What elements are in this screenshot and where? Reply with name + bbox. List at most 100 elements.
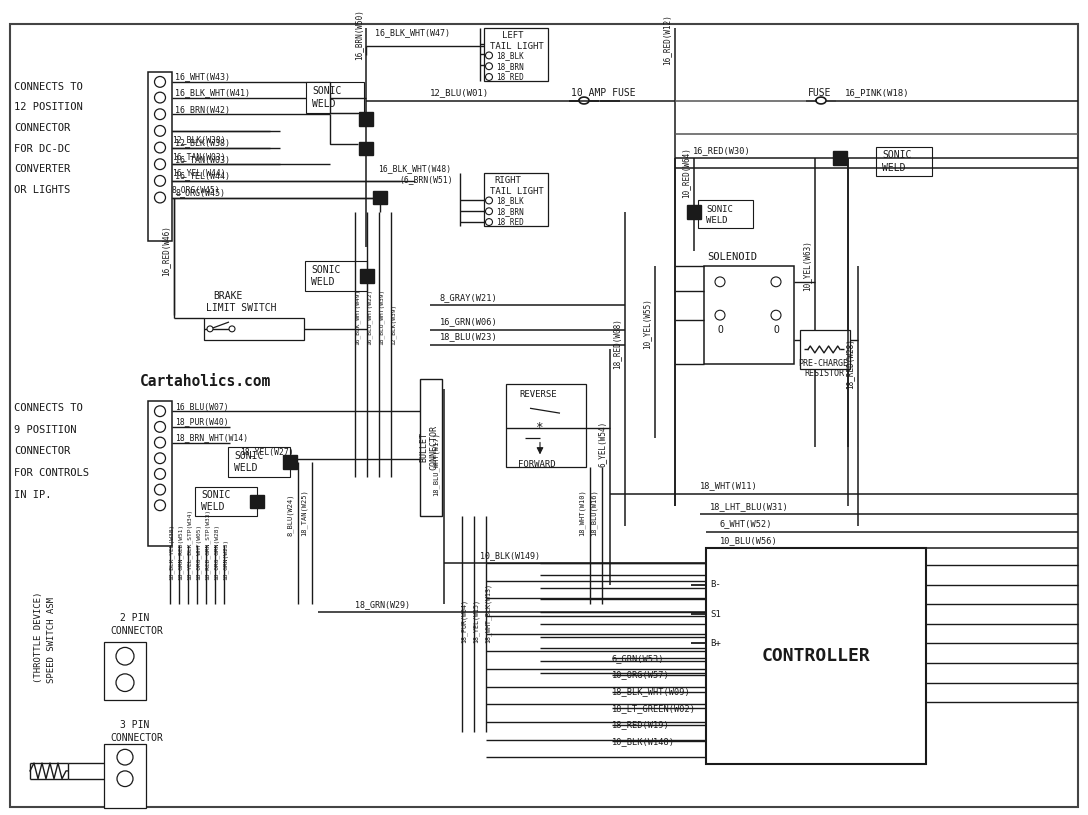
Bar xyxy=(305,262,367,291)
Text: (THROTTLE DEVICE): (THROTTLE DEVICE) xyxy=(34,592,42,683)
Circle shape xyxy=(485,52,493,59)
Text: SONIC: SONIC xyxy=(706,205,733,214)
Text: SONIC: SONIC xyxy=(311,265,341,275)
Text: CONNECTOR: CONNECTOR xyxy=(14,447,71,456)
Text: REVERSE: REVERSE xyxy=(519,390,557,399)
Text: 16_TAN(W03): 16_TAN(W03) xyxy=(172,152,225,161)
Bar xyxy=(420,379,442,516)
Text: *: * xyxy=(535,421,543,434)
Text: 16_RED(W30): 16_RED(W30) xyxy=(693,146,751,155)
Text: LIMIT SWITCH: LIMIT SWITCH xyxy=(206,303,276,313)
Text: 18_WHT(W10): 18_WHT(W10) xyxy=(579,489,585,535)
Text: 18_LT_GREEN(W02): 18_LT_GREEN(W02) xyxy=(611,703,696,712)
Text: FORWARD: FORWARD xyxy=(518,460,556,469)
Circle shape xyxy=(154,109,165,120)
Bar xyxy=(148,402,172,546)
Circle shape xyxy=(485,208,493,214)
Text: 18_PUR(W40): 18_PUR(W40) xyxy=(175,417,228,426)
Circle shape xyxy=(715,277,725,287)
Text: 12_BLK(W38): 12_BLK(W38) xyxy=(172,135,225,144)
Text: 18_RED(W19): 18_RED(W19) xyxy=(611,720,670,729)
Text: TAIL LIGHT: TAIL LIGHT xyxy=(490,42,544,51)
Circle shape xyxy=(154,77,165,87)
Bar xyxy=(283,456,297,469)
Text: 10_YEL(W55): 10_YEL(W55) xyxy=(643,298,652,350)
Bar xyxy=(506,384,586,467)
Circle shape xyxy=(154,175,165,187)
Text: 18_RED: 18_RED xyxy=(496,73,523,82)
Text: SONIC: SONIC xyxy=(201,491,231,500)
Text: IN IP.: IN IP. xyxy=(14,490,51,500)
Text: TAIL LIGHT: TAIL LIGHT xyxy=(490,187,544,196)
Text: (6_BRN(W51): (6_BRN(W51) xyxy=(399,175,453,184)
Text: 18_BLK_YEL(W38): 18_BLK_YEL(W38) xyxy=(169,523,174,579)
Bar xyxy=(359,112,373,126)
Text: 18_BLU(W23): 18_BLU(W23) xyxy=(440,333,497,341)
Text: 10_BLK(W149): 10_BLK(W149) xyxy=(480,551,540,560)
Text: 12_BLK(W39): 12_BLK(W39) xyxy=(391,303,396,345)
Text: WELD: WELD xyxy=(234,463,258,473)
Text: 18_RED_GRN_STP(W33): 18_RED_GRN_STP(W33) xyxy=(205,509,210,579)
Text: 16_WHT(W43): 16_WHT(W43) xyxy=(175,73,230,82)
Bar xyxy=(704,267,794,364)
Circle shape xyxy=(154,437,165,448)
Circle shape xyxy=(154,92,165,103)
Text: 10_YEL(W63): 10_YEL(W63) xyxy=(803,240,812,291)
Text: 16_BLU(W07): 16_BLU(W07) xyxy=(175,402,228,411)
Text: S1: S1 xyxy=(710,610,720,619)
Bar xyxy=(306,82,364,113)
Text: CONNECTOR: CONNECTOR xyxy=(14,123,71,133)
Text: 6_WHT(W52): 6_WHT(W52) xyxy=(720,519,772,528)
Bar xyxy=(484,28,548,81)
Text: 18_BLK: 18_BLK xyxy=(496,196,523,205)
Bar xyxy=(205,318,304,340)
Text: 8_ORG(W45): 8_ORG(W45) xyxy=(172,185,221,194)
Text: 8_BLU(W24): 8_BLU(W24) xyxy=(286,493,294,535)
Bar xyxy=(195,487,257,516)
Text: 18_WHT(W11): 18_WHT(W11) xyxy=(700,481,757,490)
Bar xyxy=(833,152,846,165)
Circle shape xyxy=(154,484,165,495)
Bar xyxy=(687,205,701,219)
Text: 16_BLK_WHT(W41): 16_BLK_WHT(W41) xyxy=(175,88,250,97)
Bar xyxy=(228,447,290,477)
Bar xyxy=(104,744,146,808)
Bar xyxy=(373,191,387,205)
Text: 16_TAN(W03): 16_TAN(W03) xyxy=(175,155,230,164)
Text: 6_GRN(W53): 6_GRN(W53) xyxy=(611,654,665,663)
Text: WELD: WELD xyxy=(201,502,224,513)
Text: SONIC: SONIC xyxy=(882,151,912,161)
Text: SPEED SWITCH ASM: SPEED SWITCH ASM xyxy=(48,597,57,683)
Text: SOLENOID: SOLENOID xyxy=(707,253,757,262)
Text: 18_ORG_GRN(W28): 18_ORG_GRN(W28) xyxy=(213,523,219,579)
Text: 18_BLK_WHT(W09): 18_BLK_WHT(W09) xyxy=(611,687,691,696)
Text: 12_BLK(W38): 12_BLK(W38) xyxy=(175,139,230,148)
Text: 18_YEL(W15): 18_YEL(W15) xyxy=(472,600,480,644)
Bar xyxy=(484,173,548,226)
Text: O: O xyxy=(717,325,722,335)
Text: 16_BLK_WHT(W47): 16_BLK_WHT(W47) xyxy=(375,29,450,37)
Text: 18_RED(W28): 18_RED(W28) xyxy=(845,337,854,389)
Bar xyxy=(148,72,172,240)
Text: B-: B- xyxy=(710,580,720,589)
Text: 18_WHT_BLK(W13): 18_WHT_BLK(W13) xyxy=(484,584,492,644)
Text: 16_BLK_WHT(W49): 16_BLK_WHT(W49) xyxy=(355,289,360,345)
Text: CONNECTS TO: CONNECTS TO xyxy=(14,403,83,413)
Text: 10_BLK(W148): 10_BLK(W148) xyxy=(611,737,675,746)
Text: 9 POSITION: 9 POSITION xyxy=(14,425,76,435)
Text: WELD: WELD xyxy=(706,216,728,225)
Text: PRE-CHARGE: PRE-CHARGE xyxy=(798,359,848,368)
Text: 10_BLU(W56): 10_BLU(W56) xyxy=(720,536,778,545)
Text: OR LIGHTS: OR LIGHTS xyxy=(14,185,71,195)
Text: 16_RED(W12): 16_RED(W12) xyxy=(663,15,671,65)
Text: 18_YEL_BLK_STP(W34): 18_YEL_BLK_STP(W34) xyxy=(186,509,191,579)
Text: CONNECTOR: CONNECTOR xyxy=(430,425,438,470)
Text: 10_RED(W64): 10_RED(W64) xyxy=(681,147,691,197)
Text: 18_RED(W08): 18_RED(W08) xyxy=(613,318,621,369)
Text: SONIC: SONIC xyxy=(234,452,263,461)
Text: Cartaholics.com: Cartaholics.com xyxy=(140,374,271,390)
Circle shape xyxy=(771,311,781,320)
Circle shape xyxy=(715,311,725,320)
Text: 12_BLU(W01): 12_BLU(W01) xyxy=(430,88,490,97)
Text: FOR CONTROLS: FOR CONTROLS xyxy=(14,468,89,478)
